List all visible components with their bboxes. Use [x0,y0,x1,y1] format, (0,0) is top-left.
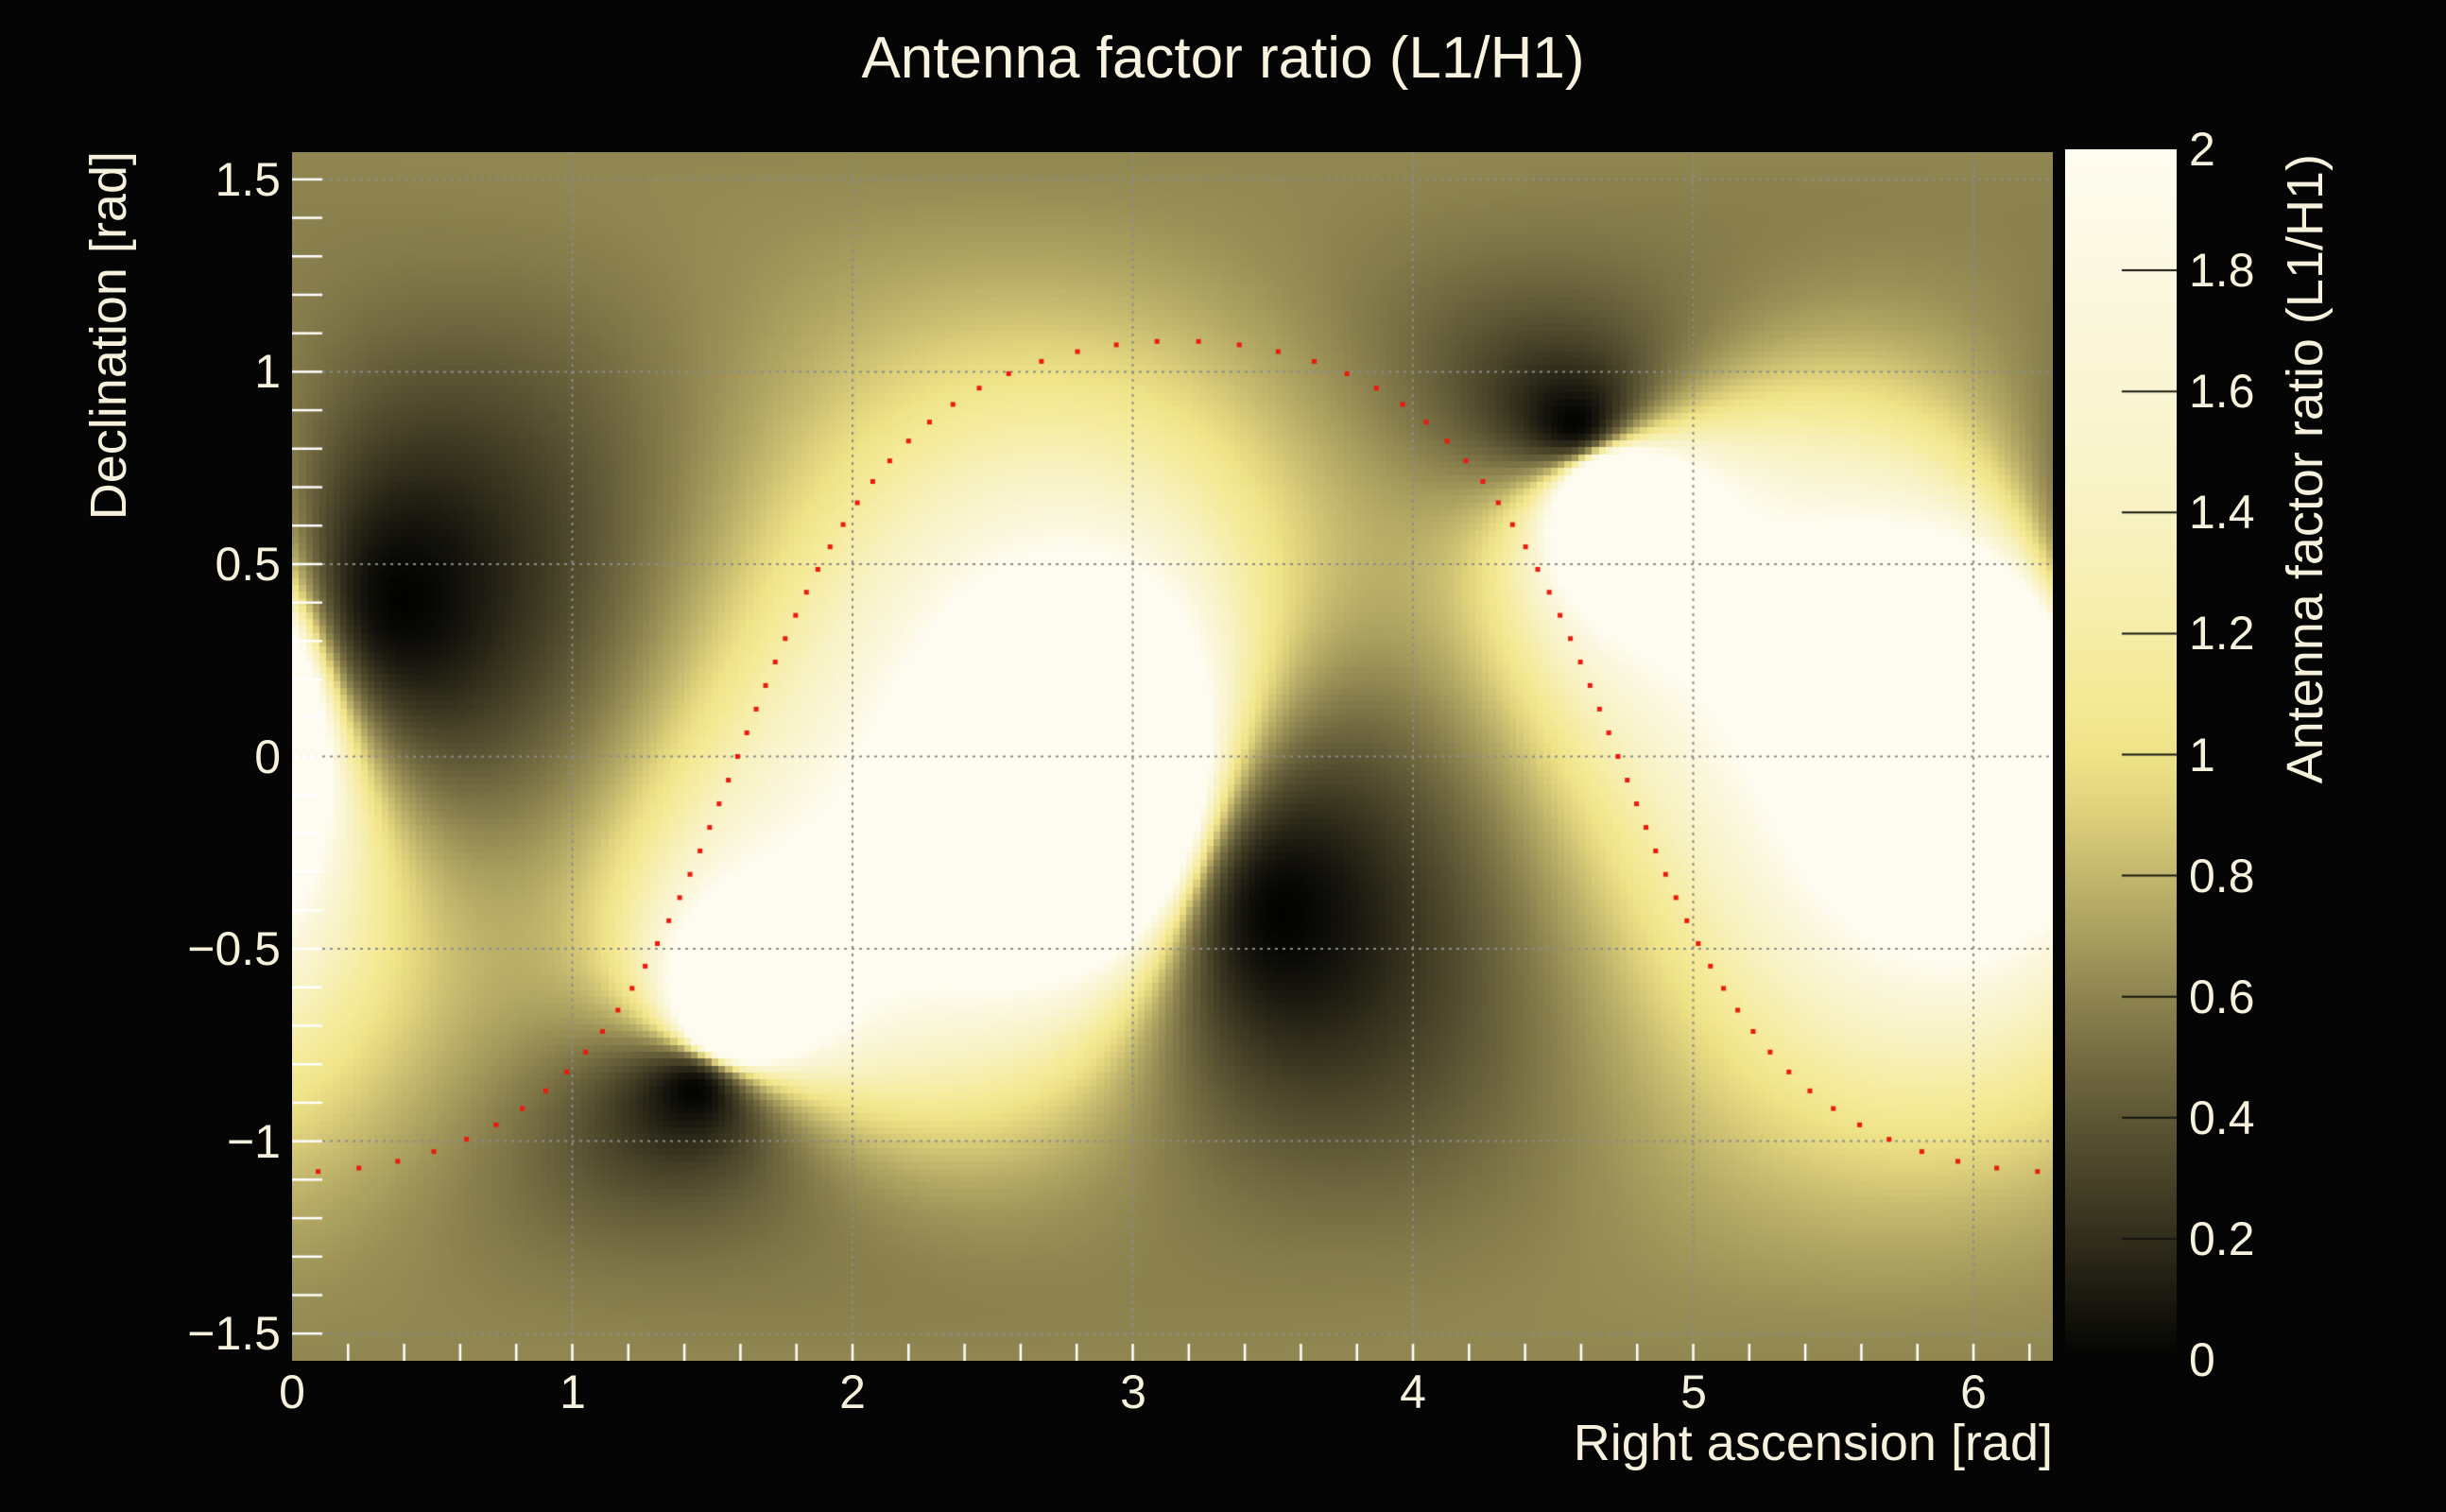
colorbar-tick-label: 1.4 [2189,486,2255,539]
colorbar-tick-label: 1 [2189,729,2215,782]
colorbar-tick-label: 0.8 [2189,850,2255,902]
y-axis-title: Declination [rad] [80,151,137,521]
y-tick-label: 0.5 [215,538,281,591]
colorbar-tick-label: 0.2 [2189,1212,2255,1265]
x-axis-title: Right ascension [rad] [1573,1415,2053,1471]
colorbar-tick-label: 1.6 [2189,365,2255,418]
y-tick-label: 1 [254,345,281,398]
colorbar-tick-label: 1.8 [2189,244,2255,297]
colorbar-tick-label: 1.2 [2189,607,2255,660]
chart-title: Antenna factor ratio (L1/H1) [861,26,1585,91]
y-tick-label: −1 [226,1115,281,1168]
x-tick-label: 2 [839,1366,866,1418]
x-tick-label: 5 [1680,1366,1707,1418]
colorbar-tick-label: 0.4 [2189,1091,2255,1144]
y-tick-label: −1.5 [187,1307,281,1360]
x-tick-label: 4 [1400,1366,1426,1418]
x-tick-label: 6 [1960,1366,1987,1418]
colorbar-tick-label: 2 [2189,123,2215,176]
y-tick-label: 1.5 [215,153,281,206]
colorbar-tick-label: 0.6 [2189,971,2255,1023]
colorbar-tick-label: 0 [2189,1333,2215,1386]
x-tick-label: 0 [279,1366,305,1418]
y-tick-label: −0.5 [187,922,281,975]
colorbar-canvas [2065,149,2177,1360]
x-tick-label: 3 [1120,1366,1146,1418]
y-tick-label: 0 [254,730,281,783]
x-tick-label: 1 [560,1366,586,1418]
heatmap-canvas [292,152,2053,1361]
